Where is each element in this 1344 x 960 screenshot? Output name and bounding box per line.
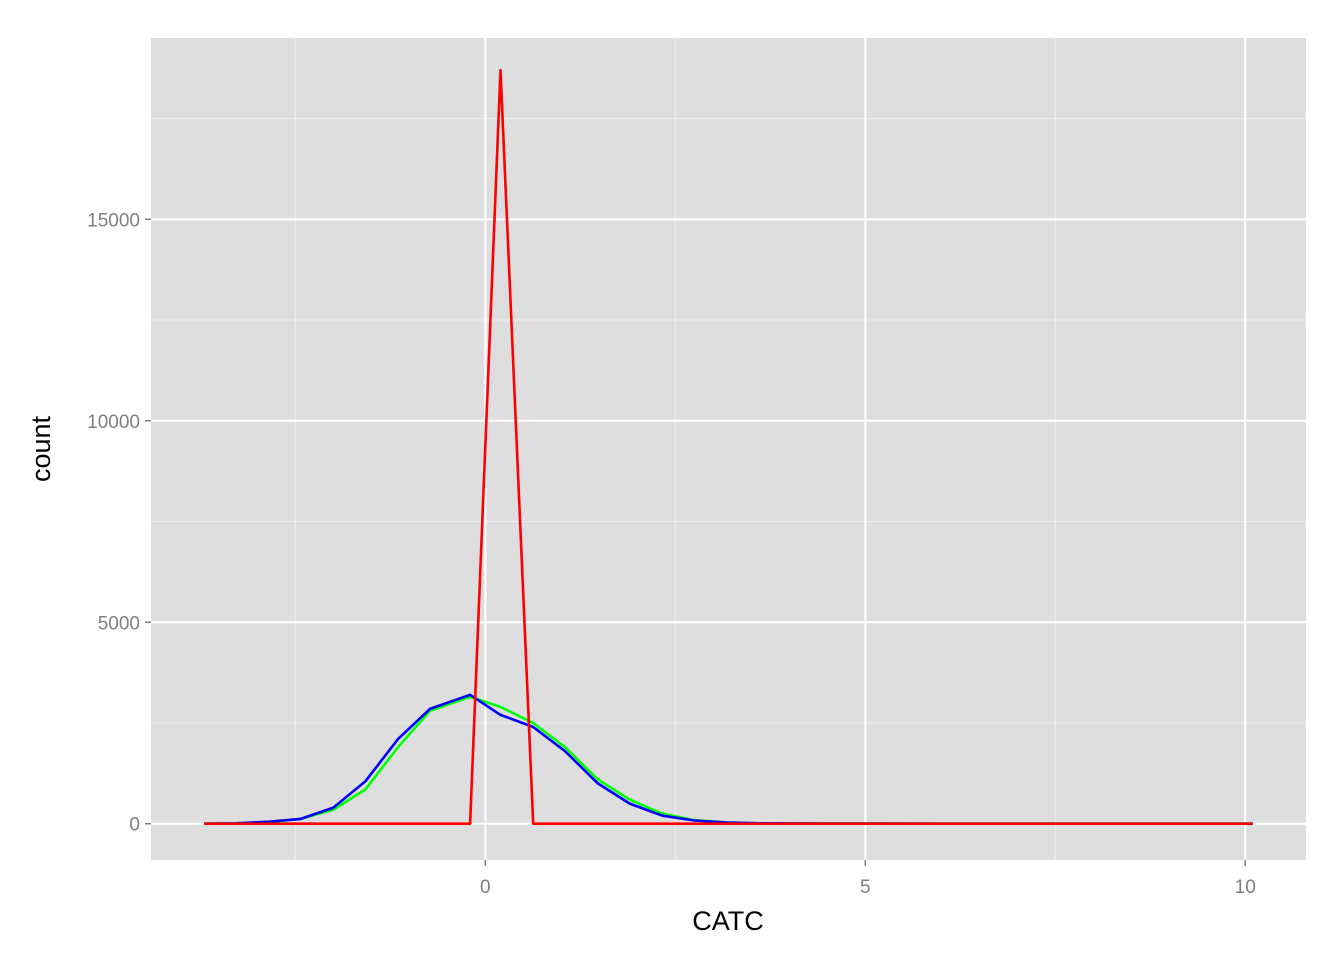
x-tick-label: 0 (480, 877, 491, 898)
minor-gridlines (151, 38, 1306, 860)
series-line-3 (204, 68, 1253, 826)
x-axis-title: CATC (692, 906, 764, 936)
x-axis-ticks: 0 5 10 (480, 860, 1256, 898)
x-tick-label: 10 (1235, 877, 1256, 898)
series-lines (204, 68, 1253, 826)
y-axis-title: count (26, 415, 56, 482)
x-tick-label: 5 (860, 877, 871, 898)
plot-panel (151, 38, 1306, 860)
y-tick-label: 5000 (98, 613, 140, 634)
y-tick-label: 10000 (87, 412, 140, 433)
y-tick-label: 15000 (87, 210, 140, 231)
y-axis-ticks: 0 5000 10000 15000 (87, 210, 151, 836)
y-tick-label: 0 (129, 815, 140, 836)
